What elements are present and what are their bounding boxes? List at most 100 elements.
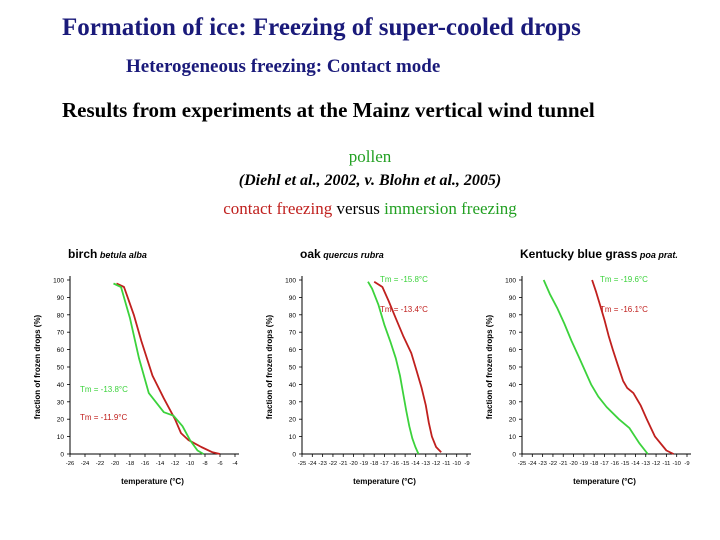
y-tick-label: 70: [289, 330, 297, 337]
immersion-freezing-line: [113, 282, 204, 455]
tm-annotation: Tm = -13.4°C: [380, 305, 428, 314]
x-tick-label: -16: [141, 461, 149, 467]
immersion-freezing-line: [367, 281, 420, 455]
x-tick-label: -17: [380, 461, 388, 467]
y-tick-label: 50: [509, 365, 517, 372]
page-subtitle: Heterogeneous freezing: Contact mode: [126, 56, 441, 77]
x-tick-label: -14: [156, 461, 165, 467]
y-tick-label: 90: [57, 295, 65, 302]
legend-line: contact freezing versus immersion freezi…: [0, 199, 720, 219]
x-tick-label: -18: [590, 461, 598, 467]
x-tick-label: -9: [464, 461, 469, 467]
oak-chart: oak quercus rubra 0 10 20 30 40 50 60 70 80 90 100 -…: [265, 247, 471, 486]
x-tick-label: -11: [442, 461, 450, 467]
tm-annotation: Tm = -13.8°C: [80, 385, 128, 394]
y-tick-label: 0: [292, 452, 296, 459]
page-title: Formation of ice: Freezing of super-cool…: [62, 14, 581, 41]
y-tick-label: 30: [57, 399, 65, 406]
y-tick-label: 40: [57, 382, 65, 389]
y-axis-label: fraction of frozen drops (%): [265, 314, 274, 419]
contact-freezing-line: [591, 279, 674, 455]
x-tick-label: -19: [360, 461, 368, 467]
x-tick-label: -19: [580, 461, 588, 467]
y-tick-label: 100: [53, 278, 64, 285]
y-tick-label: 20: [289, 417, 297, 424]
contact-freezing-line: [116, 282, 221, 455]
y-tick-label: 60: [289, 347, 297, 354]
x-tick-label: -10: [452, 461, 460, 467]
contact-freezing-line: [373, 280, 442, 453]
x-tick-label: -22: [549, 461, 557, 467]
y-tick-label: 20: [509, 417, 517, 424]
x-tick-label: -14: [411, 461, 420, 467]
birch-chart: birch betula alba 0 10 20 30 40 50 60 70 80 90 100 -…: [33, 247, 239, 486]
tm-annotation: Tm = -15.8°C: [380, 275, 428, 284]
x-tick-label: -12: [171, 461, 179, 467]
chart-title: Kentucky blue grass poa prat.: [520, 247, 678, 261]
x-tick-label: -22: [329, 461, 337, 467]
y-tick-label: 0: [60, 452, 64, 459]
x-tick-label: -20: [569, 461, 577, 467]
x-tick-label: -16: [611, 461, 619, 467]
tm-annotation: Tm = -19.6°C: [600, 275, 648, 284]
x-tick-label: -24: [528, 461, 537, 467]
x-tick-label: -25: [298, 461, 306, 467]
x-tick-label: -18: [126, 461, 134, 467]
y-tick-label: 40: [289, 382, 297, 389]
y-axis-label: fraction of frozen drops (%): [33, 314, 42, 419]
y-tick-label: 100: [285, 278, 296, 285]
y-tick-label: 10: [509, 434, 517, 441]
y-tick-label: 50: [289, 365, 297, 372]
chart-title: oak quercus rubra: [300, 247, 384, 261]
y-tick-label: 20: [57, 417, 65, 424]
legend-versus: versus: [332, 199, 385, 218]
x-tick-label: -14: [631, 461, 640, 467]
y-tick-label: 10: [57, 434, 65, 441]
tm-annotation: Tm = -11.9°C: [80, 413, 128, 422]
x-tick-label: -23: [538, 461, 546, 467]
y-tick-label: 10: [289, 434, 297, 441]
x-tick-label: -26: [66, 461, 74, 467]
y-tick-label: 80: [57, 312, 65, 319]
x-tick-label: -15: [401, 461, 409, 467]
x-tick-label: -18: [370, 461, 378, 467]
y-tick-label: 50: [57, 365, 65, 372]
chart-title: birch betula alba: [68, 247, 147, 261]
x-tick-label: -12: [652, 461, 660, 467]
x-tick-label: -13: [642, 461, 650, 467]
y-tick-label: 30: [289, 399, 297, 406]
x-tick-label: -24: [308, 461, 317, 467]
y-tick-label: 60: [509, 347, 517, 354]
x-tick-label: -12: [432, 461, 440, 467]
y-tick-label: 40: [509, 382, 517, 389]
immersion-freezing-line: [542, 279, 649, 455]
x-tick-label: -23: [318, 461, 326, 467]
y-tick-label: 90: [289, 295, 297, 302]
pollen-label: pollen: [348, 147, 392, 166]
x-tick-label: -10: [672, 461, 680, 467]
y-tick-label: 0: [512, 452, 516, 459]
legend-immersion-freezing: immersion freezing: [384, 199, 517, 218]
y-tick-label: 70: [509, 330, 517, 337]
y-tick-label: 30: [509, 399, 517, 406]
x-tick-label: -10: [186, 461, 194, 467]
x-tick-label: -4: [232, 461, 238, 467]
x-tick-label: -16: [391, 461, 399, 467]
tm-annotation: Tm = -16.1°C: [600, 305, 648, 314]
x-axis-label: temperature (°C): [573, 477, 636, 486]
x-tick-label: -25: [518, 461, 526, 467]
x-tick-label: -20: [111, 461, 119, 467]
y-tick-label: 80: [509, 312, 517, 319]
x-tick-label: -21: [559, 461, 567, 467]
citation-text: (Diehl et al., 2002, v. Blohn et al., 20…: [238, 172, 502, 189]
x-tick-label: -8: [202, 461, 207, 467]
y-tick-label: 90: [509, 295, 517, 302]
x-axis-label: temperature (°C): [353, 477, 416, 486]
x-tick-label: -11: [662, 461, 670, 467]
results-heading: Results from experiments at the Mainz ve…: [62, 98, 595, 122]
y-axis-label: fraction of frozen drops (%): [485, 314, 494, 419]
kentucky-blue-grass-chart: Kentucky blue grass poa prat. 0 10 20 30 40 50…: [485, 247, 691, 486]
x-tick-label: -20: [349, 461, 357, 467]
y-tick-label: 100: [505, 278, 516, 285]
x-tick-label: -9: [684, 461, 689, 467]
